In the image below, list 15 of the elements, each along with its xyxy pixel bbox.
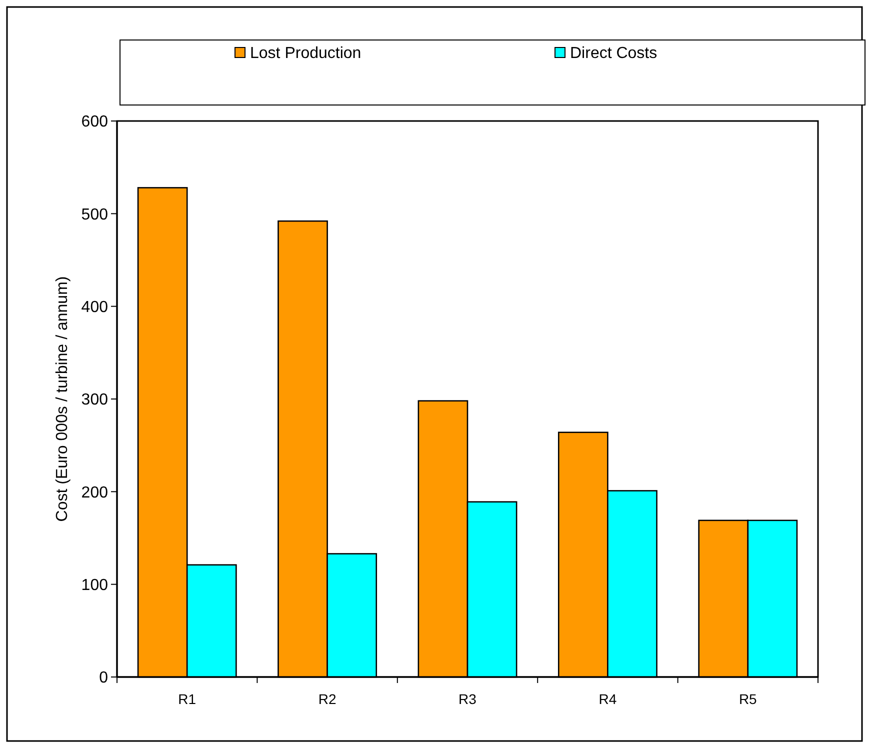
x-tick-label: R5 bbox=[738, 691, 758, 707]
y-tick-label: 100 bbox=[81, 576, 108, 594]
legend-label: Lost Production bbox=[250, 45, 362, 62]
legend-label: Direct Costs bbox=[570, 45, 658, 62]
y-tick-label: 400 bbox=[81, 298, 108, 316]
y-tick-label: 0 bbox=[99, 670, 108, 687]
x-tick-label: R2 bbox=[318, 691, 336, 707]
y-tick-label: 300 bbox=[81, 392, 108, 409]
x-tick-label: R3 bbox=[458, 691, 477, 707]
y-axis-title: Cost (Euro 000s / turbine / annum) bbox=[54, 276, 71, 522]
y-tick-label: 500 bbox=[81, 206, 108, 224]
y-tick-label: 200 bbox=[81, 484, 108, 502]
x-tick-label: R1 bbox=[178, 691, 196, 707]
x-tick-label: R4 bbox=[598, 691, 617, 707]
y-tick-label: 600 bbox=[81, 114, 108, 131]
